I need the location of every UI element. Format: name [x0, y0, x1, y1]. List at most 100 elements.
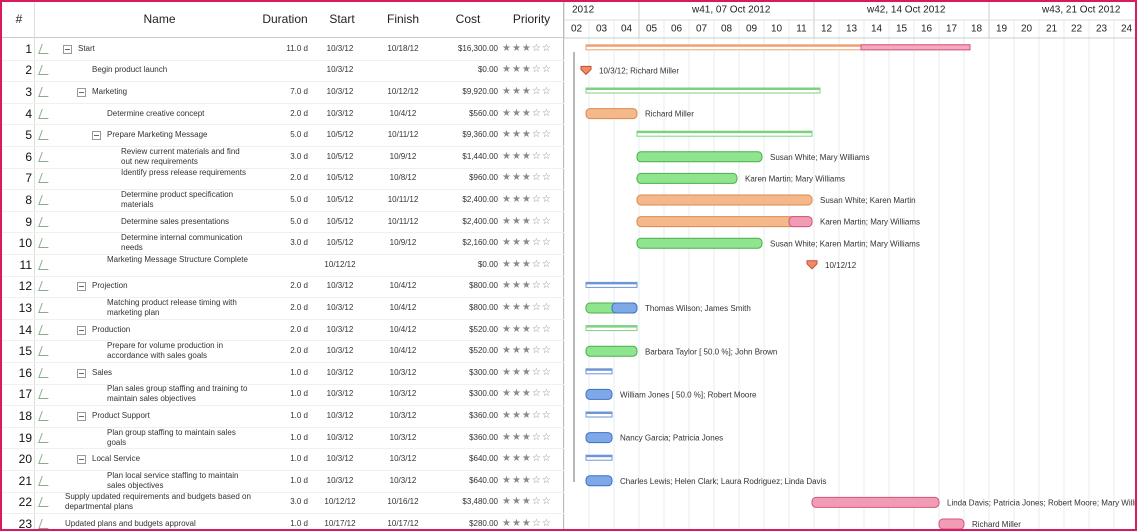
- day-label: 11: [796, 24, 807, 35]
- resource-label: Thomas Wilson; James Smith: [645, 304, 751, 313]
- task-icon: [38, 87, 52, 97]
- row-line: [2, 146, 564, 147]
- resource-label: Linda Davis; Patricia Jones; Robert Moor…: [947, 499, 1135, 508]
- row-line: [2, 470, 564, 471]
- cost: $560.00: [469, 108, 498, 118]
- collapse-toggle[interactable]: [77, 282, 86, 292]
- cost: $360.00: [469, 411, 498, 420]
- task-bar: [585, 475, 613, 487]
- column-header[interactable]: Start: [329, 12, 355, 26]
- priority: ★★★☆☆: [502, 323, 552, 335]
- resource-label: Karen Martin; Mary Williams: [820, 218, 920, 227]
- day-label: 20: [1021, 24, 1033, 35]
- task-name: Projection: [92, 281, 128, 291]
- finish-date: 10/17/12: [387, 519, 419, 528]
- collapse-toggle[interactable]: [77, 412, 86, 421]
- task-name: Supply updated requirements and budgets …: [65, 492, 251, 512]
- resource-label: Susan White; Mary Williams: [770, 153, 870, 162]
- collapse-toggle[interactable]: [77, 455, 86, 465]
- column-header[interactable]: Priority: [512, 12, 551, 26]
- start-date: 10/3/12: [326, 367, 354, 377]
- column-header[interactable]: Finish: [386, 12, 419, 26]
- collapse-toggle[interactable]: [77, 368, 86, 378]
- column-header[interactable]: Name: [143, 12, 176, 26]
- task-name: Plan sales group staffing and training t…: [107, 384, 248, 404]
- finish-date: 10/8/12: [389, 173, 417, 183]
- task-bar: [636, 194, 813, 206]
- finish-date: 10/9/12: [389, 151, 417, 161]
- task-icon: [38, 173, 52, 184]
- start-date: 10/5/12: [326, 151, 354, 161]
- finish-date: 10/9/12: [389, 238, 417, 248]
- task-icon: [38, 259, 52, 270]
- summary-fill: [586, 88, 820, 90]
- cost: $360.00: [469, 432, 498, 442]
- column-header[interactable]: Cost: [455, 12, 481, 26]
- priority: ★★★☆☆: [502, 410, 552, 421]
- summary-fill: [586, 455, 612, 458]
- collapse-toggle[interactable]: [77, 88, 86, 97]
- task-icon: [38, 432, 52, 443]
- summary-fill: [586, 44, 970, 47]
- cost: $280.00: [469, 519, 498, 528]
- finish-date: 10/4/12: [389, 108, 417, 118]
- row-line: [2, 362, 564, 363]
- collapse-toggle[interactable]: [77, 325, 86, 335]
- task-name: Marketing Message Structure Complete: [107, 254, 248, 264]
- task-bar: [636, 237, 763, 249]
- row-number: 17: [18, 387, 32, 402]
- start-date: 10/3/12: [326, 87, 354, 96]
- row-number: 7: [25, 171, 32, 186]
- task-icon: [38, 497, 52, 508]
- row-number: 22: [18, 495, 32, 510]
- resource-label: Susan White; Karen Martin: [820, 196, 916, 205]
- task-bar: [585, 108, 638, 120]
- milestone: [580, 65, 592, 76]
- priority: ★★★☆☆: [502, 42, 552, 54]
- finish-date: 10/11/12: [387, 216, 419, 226]
- row-number: 5: [25, 128, 32, 143]
- collapse-toggle[interactable]: [63, 44, 72, 54]
- duration: 5.0 d: [290, 130, 308, 140]
- collapse-toggle[interactable]: [92, 131, 101, 141]
- cost: $1,440.00: [462, 151, 498, 161]
- task-bar: [636, 172, 738, 184]
- task-icon: [38, 367, 52, 378]
- task-name: Plan local service staffing to maintain …: [107, 470, 239, 490]
- duration: 2.0 d: [290, 173, 308, 183]
- row-number: 21: [18, 473, 32, 488]
- summary-fill: [586, 325, 637, 328]
- cost: $960.00: [469, 173, 498, 183]
- resource-label: Karen Martin; Mary Williams: [745, 175, 845, 184]
- task-name: Determine sales presentations: [121, 216, 230, 226]
- finish-date: 10/18/12: [387, 43, 419, 53]
- task-bar: [938, 518, 965, 529]
- column-header[interactable]: Duration: [262, 12, 308, 26]
- priority: ★★★☆☆: [502, 474, 552, 486]
- finish-date: 10/4/12: [389, 346, 417, 356]
- row-line: [2, 59, 564, 61]
- start-date: 10/3/12: [326, 346, 354, 356]
- start-date: 10/3/12: [326, 432, 354, 442]
- priority: ★★★☆☆: [502, 453, 552, 465]
- day-label: 04: [621, 24, 633, 35]
- task-name: Determine product specification material…: [121, 190, 234, 209]
- priority: ★★★☆☆: [502, 64, 552, 76]
- start-date: 10/3/12: [326, 281, 354, 291]
- finish-date: 10/3/12: [389, 367, 417, 377]
- start-date: 10/3/12: [326, 475, 354, 485]
- priority: ★★★☆☆: [502, 302, 552, 313]
- task-icon: [38, 454, 52, 465]
- cost: $640.00: [469, 454, 498, 464]
- column-header[interactable]: #: [15, 12, 23, 26]
- cost: $0.00: [477, 65, 498, 75]
- resource-label: 10/12/12: [825, 261, 857, 270]
- day-label: 16: [921, 24, 933, 35]
- duration: 1.0 d: [290, 454, 308, 464]
- day-label: 10: [771, 24, 783, 35]
- resource-label: Nancy Garcia; Patricia Jones: [620, 434, 723, 443]
- column-divider: [34, 2, 35, 529]
- task-icon: [38, 389, 52, 400]
- priority: ★★★☆☆: [502, 366, 552, 378]
- task-bar: [585, 388, 613, 400]
